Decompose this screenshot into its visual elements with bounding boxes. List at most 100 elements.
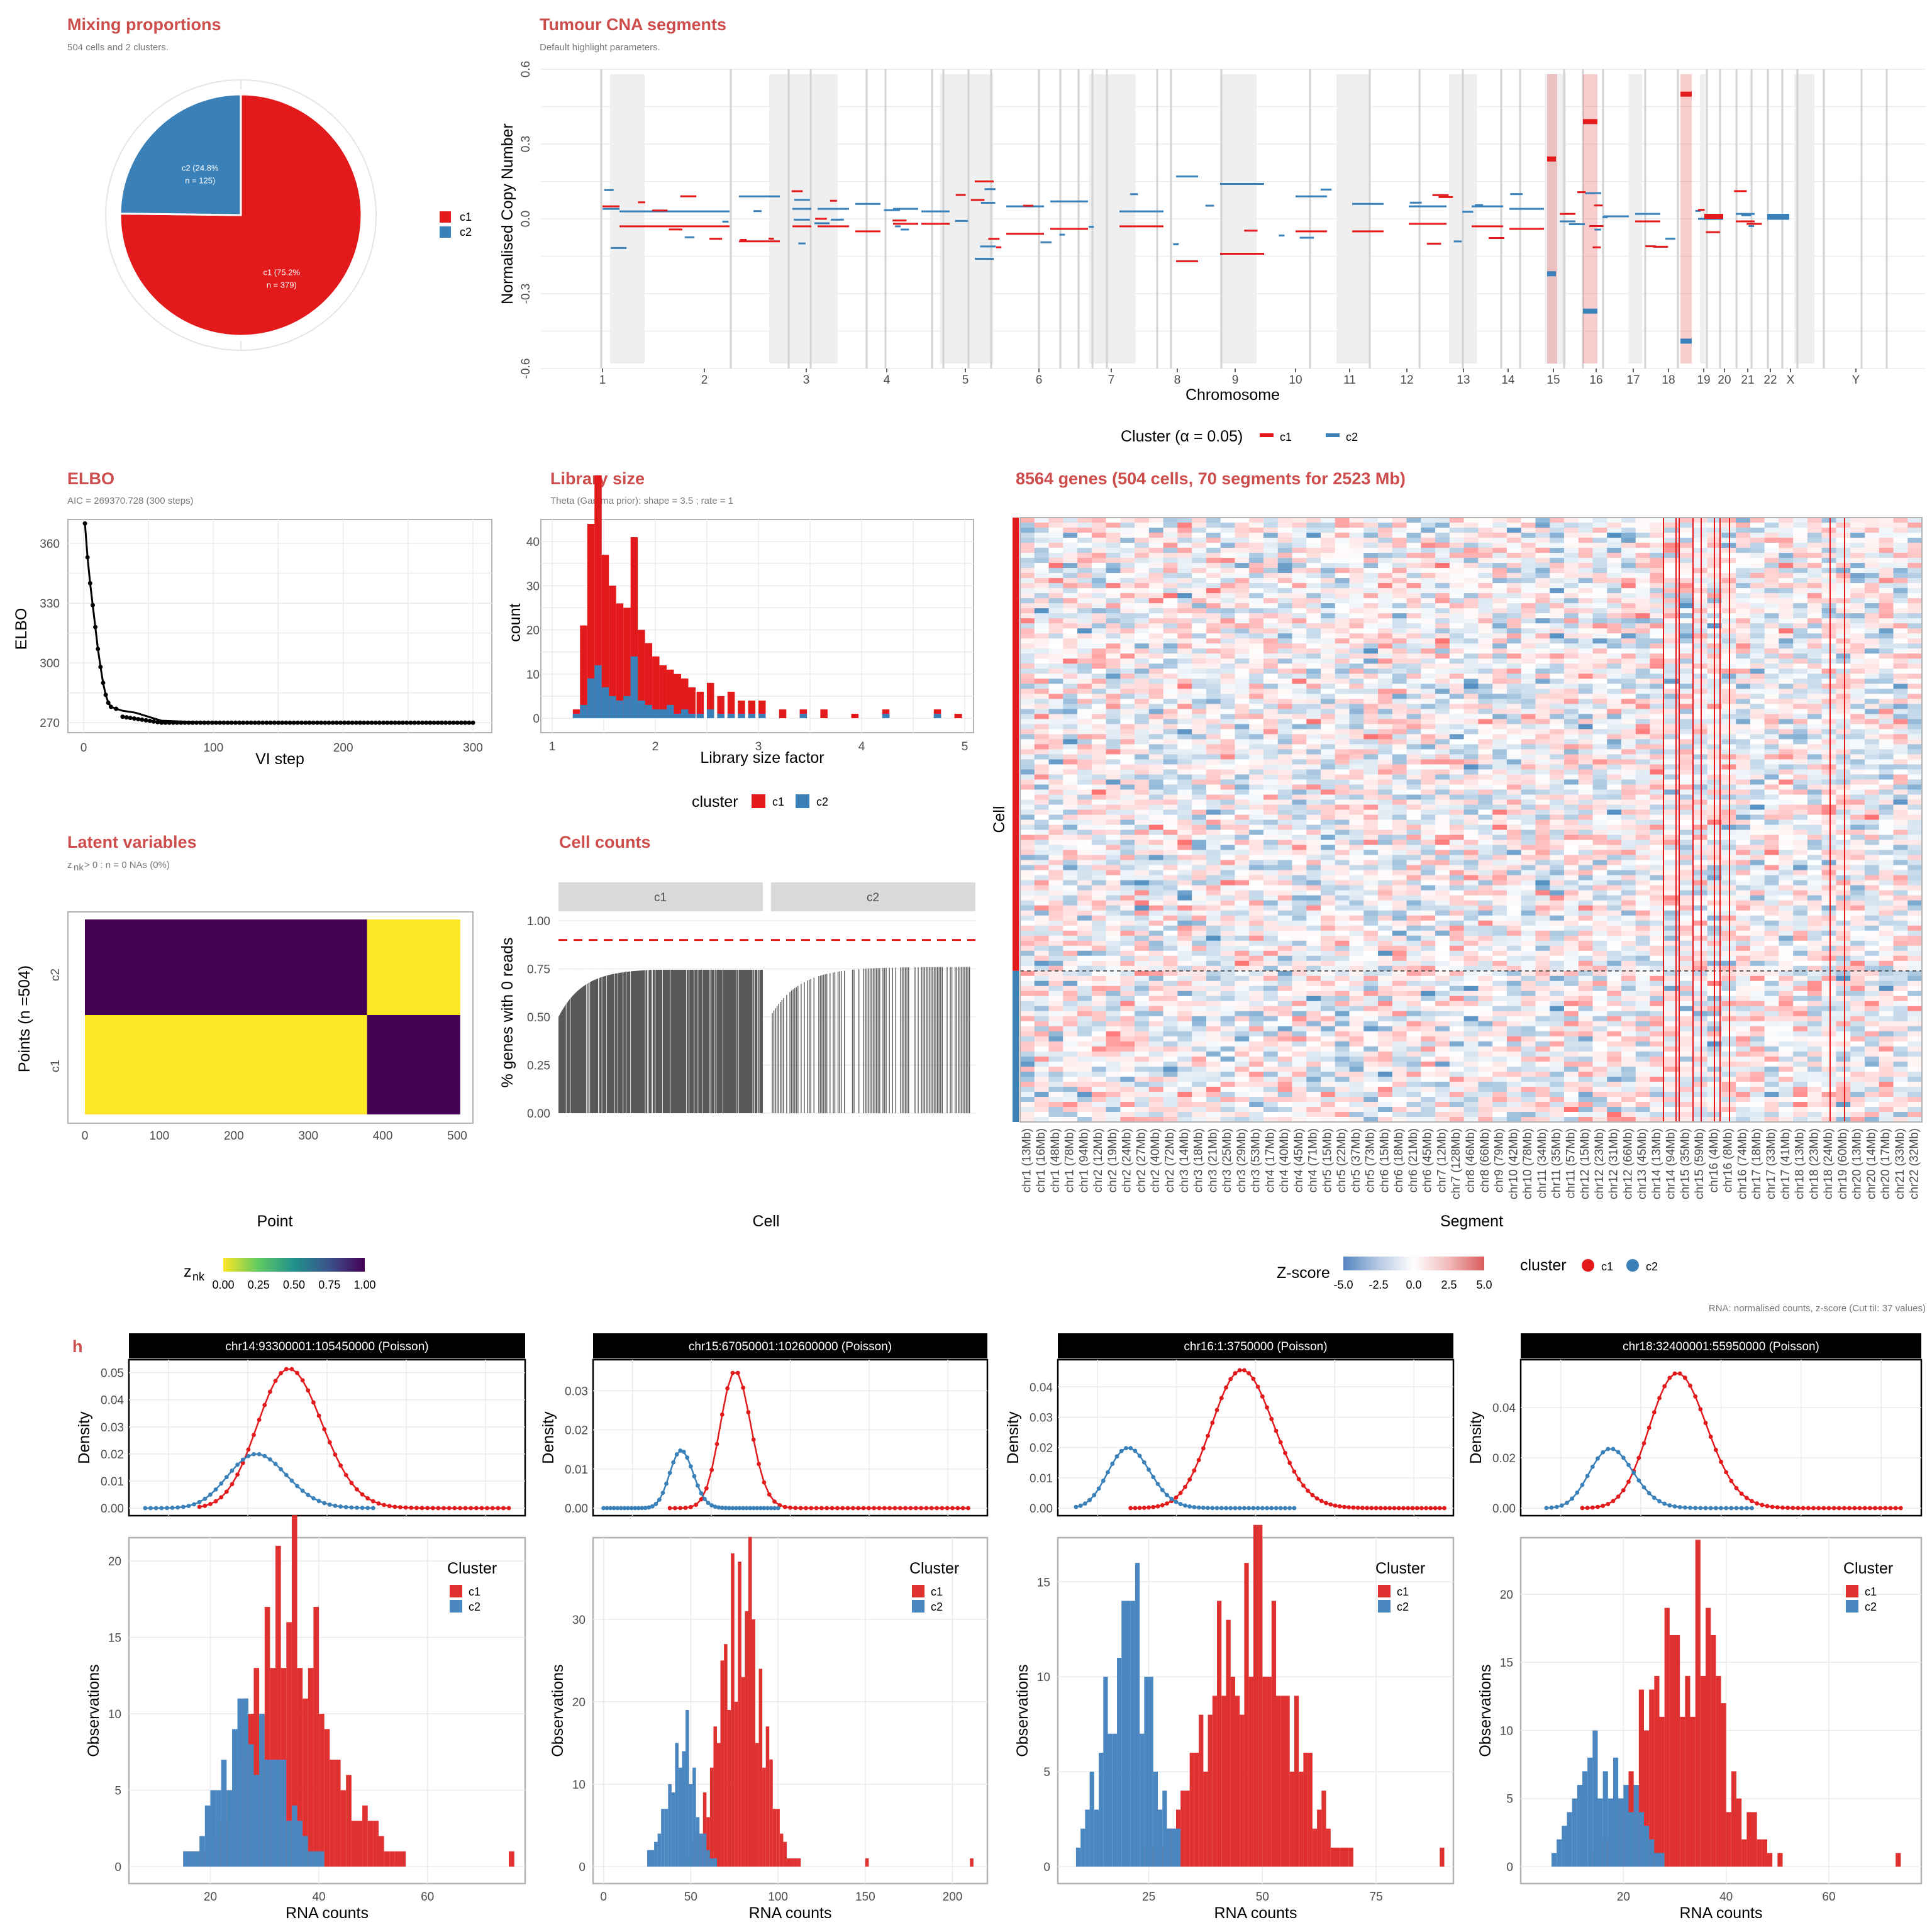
zscore-cell [1435,809,1450,816]
zscore-cell [1306,598,1321,604]
zscore-cell [1148,809,1164,816]
zscore-cell [1506,533,1522,538]
zscore-cell [1621,855,1636,861]
zscore-cell [1578,709,1594,714]
zscore-cell [1893,724,1908,730]
zscore-cell [1378,638,1393,644]
zscore-cell [1621,749,1636,755]
zscore-cell [1607,694,1622,699]
zscore-cell [1478,578,1493,584]
zscore-cell [1449,663,1465,669]
zscore-cell [1335,593,1350,599]
zscore-cell [1563,563,1579,569]
zscore-cell [1235,845,1250,851]
library-bar-c1 [630,537,638,718]
zscore-cell [1850,573,1865,579]
zscore-cell [1463,563,1479,569]
zscore-cell [1779,804,1794,811]
zscore-cell [1192,648,1207,654]
zscore-cell [1220,835,1236,841]
zscore-cell [1292,855,1307,861]
elbo-xtick: 0 [80,741,87,755]
zscore-cell [1135,598,1150,604]
latent-xtick: 0 [82,1130,89,1143]
zscore-cell [1406,653,1421,659]
zscore-cell [1535,613,1550,619]
zscore-cell [1249,623,1264,629]
zscore-cell [1406,759,1421,765]
zscore-cell [1349,573,1364,579]
zscore-cell [1177,643,1192,649]
zscore-cell [1793,563,1808,569]
zscore-cell [1664,764,1679,770]
zscore-cell [1664,714,1679,719]
zscore-cell [1249,643,1264,649]
zscore-cell [1907,850,1923,856]
zscore-cell [1592,744,1607,750]
zscore-cell [1750,618,1765,624]
zscore-cell [1821,648,1837,654]
zscore-cell [1421,840,1436,846]
zscore-cell [1091,759,1107,765]
zscore-cell [1607,729,1622,735]
zscore-cell [1521,623,1536,629]
zscore-cell [1421,679,1436,684]
zscore-cell [1650,523,1665,528]
zscore-cell [1664,638,1679,644]
zscore-cell [1163,633,1178,639]
zscore-cell [1091,704,1107,709]
zscore-cell [1478,684,1493,689]
zscore-cell [1206,824,1221,831]
zscore-cell [1034,679,1050,684]
zscore-cell [1550,794,1565,801]
zscore-cell [1492,684,1507,689]
zscore-cell [1349,819,1364,826]
zscore-cell [1864,709,1880,714]
zscore-cell [1435,855,1450,861]
zscore-cell [1692,593,1708,599]
zscore-cell [1235,814,1250,821]
zscore-cell [1120,658,1135,664]
zscore-cell [1750,633,1765,639]
zscore-cell [1679,764,1694,770]
zscore-cell [1478,598,1493,604]
zscore-cell [1063,669,1078,674]
zscore-cell [1535,663,1550,669]
zscore-cell [1292,573,1307,579]
zscore-cell [1736,558,1751,564]
zscore-cell [1192,558,1207,564]
zscore-cell [1106,628,1121,634]
pie-slice-c2 [119,93,242,216]
zscore-cell [1893,855,1908,861]
zscore-cell [1349,633,1364,639]
zscore-cell [1449,764,1465,770]
zscore-cell [1535,548,1550,553]
zscore-cell [1836,794,1851,801]
zscore-cell [1492,840,1507,846]
zscore-cell [1836,689,1851,694]
zscore-cell [1621,709,1636,714]
zscore-cell [1106,663,1121,669]
elbo-point [455,720,460,725]
zscore-cell [1836,663,1851,669]
zscore-cell [1449,669,1465,674]
zscore-cell [1091,734,1107,740]
zscore-cell [1578,538,1594,543]
zscore-cell [1550,578,1565,584]
zscore-cell [1106,679,1121,684]
zscore-cell [1664,719,1679,724]
zscore-cell [1750,663,1765,669]
zscore-cell [1550,548,1565,553]
zscore-cell [1163,784,1178,791]
zscore-cell [1363,789,1379,796]
zscore-cell [1106,734,1121,740]
zscore-cell [1263,744,1279,750]
zscore-cell [1335,749,1350,755]
zscore-cell [1277,598,1293,604]
zscore-cell [1592,684,1607,689]
zscore-cell [1679,739,1694,745]
zscore-cell [1807,694,1823,699]
zscore-cell [1864,830,1880,836]
zscore-cell [1363,774,1379,780]
zscore-cell [1478,764,1493,770]
